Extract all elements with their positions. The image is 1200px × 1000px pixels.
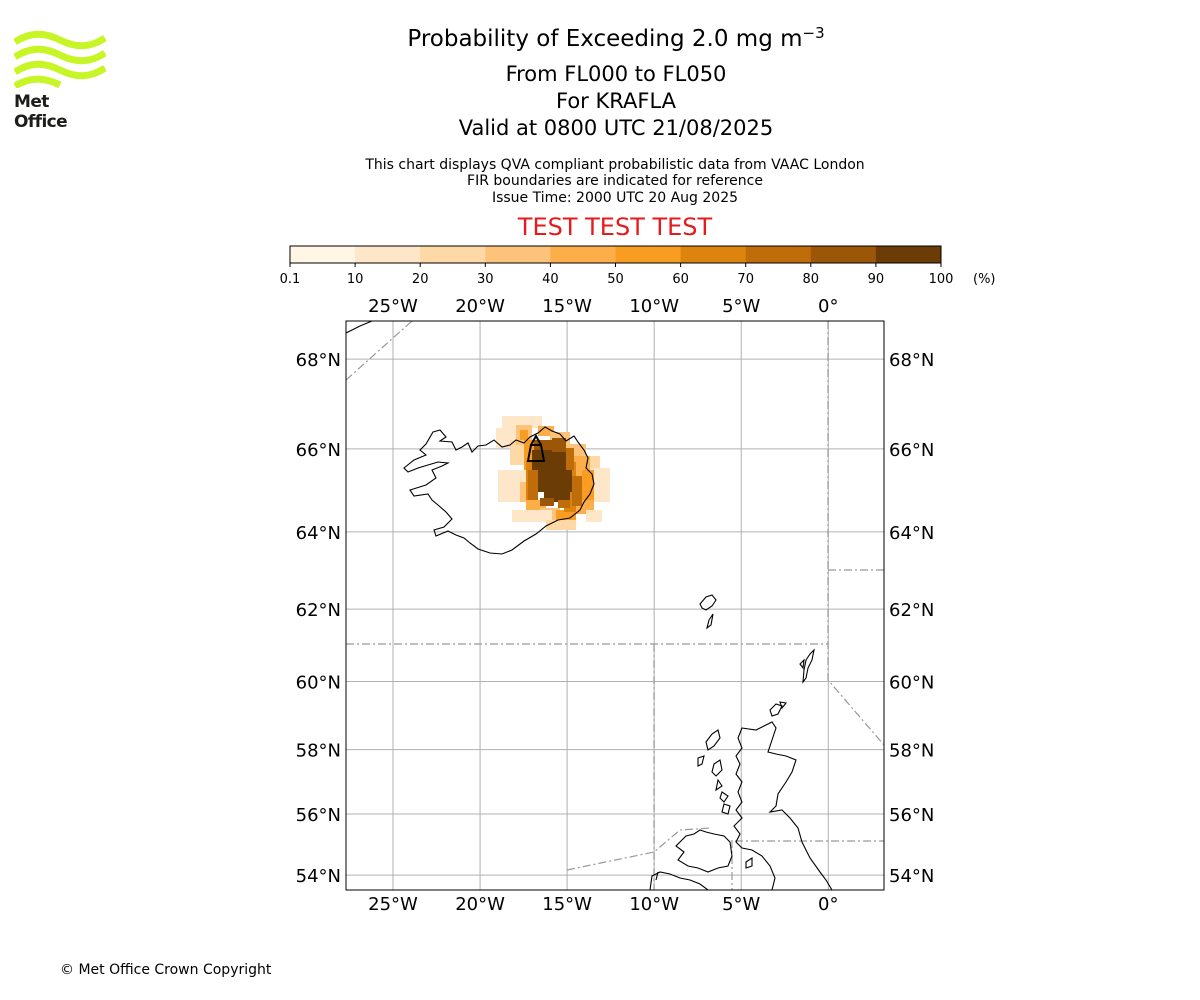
lat-label: 64°N — [889, 523, 934, 544]
colorbar-segment — [875, 246, 942, 263]
logo-waves-icon — [13, 30, 107, 90]
latitude-labels-left: 68°N 66°N 64°N 62°N 60°N 58°N 56°N 54°N — [296, 350, 341, 887]
colorbar-tick-label: 90 — [868, 272, 885, 287]
lat-label: 60°N — [296, 673, 341, 694]
lon-label: 25°W — [368, 894, 418, 915]
colorbar-segment — [550, 246, 616, 263]
colorbar-segment — [810, 246, 877, 263]
plume-cell — [540, 498, 554, 506]
lat-label: 68°N — [296, 350, 341, 371]
lat-label: 58°N — [889, 741, 934, 762]
lat-label: 54°N — [296, 866, 341, 887]
lat-label: 56°N — [889, 805, 934, 826]
lat-label: 60°N — [889, 673, 934, 694]
plume-cell — [552, 438, 566, 452]
met-office-logo: Met Office — [13, 30, 107, 132]
lon-label: 10°W — [629, 296, 679, 317]
colorbar-tick-label: 0.1 — [280, 272, 301, 287]
chart-title: Probability of Exceeding 2.0 mg m−3 — [0, 24, 1200, 52]
coastlines — [346, 321, 833, 890]
lat-label: 64°N — [296, 523, 341, 544]
lat-label: 66°N — [889, 440, 934, 461]
colorbar-tick-label: 60 — [672, 272, 689, 287]
volcano-name: For KRAFLA — [556, 89, 676, 113]
lon-label: 5°W — [722, 296, 760, 317]
plume-cell — [586, 510, 602, 522]
lat-label: 66°N — [296, 440, 341, 461]
flight-levels: From FL000 to FL050 — [505, 62, 727, 86]
lat-label: 62°N — [296, 600, 341, 621]
colorbar-segment — [420, 246, 486, 263]
lon-label: 20°W — [455, 894, 505, 915]
info-line-2: FIR boundaries are indicated for referen… — [467, 173, 763, 189]
plume-cell — [572, 476, 582, 506]
title-text: Probability of Exceeding 2.0 mg m — [407, 26, 803, 52]
colorbar-segment — [615, 246, 682, 263]
plume-cell — [538, 426, 554, 436]
plume-cell — [590, 468, 610, 502]
plume-cell — [512, 510, 552, 522]
lat-label: 56°N — [296, 805, 341, 826]
lon-label: 0° — [818, 296, 838, 317]
colorbar-tick-label: 10 — [347, 272, 364, 287]
colorbar-segment — [745, 246, 812, 263]
fir-boundaries — [346, 321, 884, 890]
lon-label: 15°W — [542, 894, 592, 915]
plume-cell — [534, 440, 566, 450]
colorbar-tick-label: 40 — [542, 272, 559, 287]
plume-cell — [538, 470, 572, 492]
colorbar-tick-label: 100 — [929, 272, 954, 287]
colorbar-tick-label: 30 — [477, 272, 494, 287]
plume-cell — [558, 500, 570, 508]
colorbar-unit: (%) — [973, 272, 996, 287]
title-exponent: −3 — [802, 24, 825, 42]
colorbar-segment — [355, 246, 421, 263]
lat-label: 58°N — [296, 741, 341, 762]
lon-label: 25°W — [368, 296, 418, 317]
plume-cell — [510, 440, 525, 465]
plume-cell — [544, 492, 570, 502]
lon-label: 5°W — [722, 894, 760, 915]
colorbar-tick-label: 80 — [803, 272, 820, 287]
lat-label: 54°N — [889, 866, 934, 887]
lon-label: 20°W — [455, 296, 505, 317]
issue-time: Issue Time: 2000 UTC 20 Aug 2025 — [491, 190, 739, 206]
colorbar: 0.1 10 20 30 40 50 60 70 80 90 100 — [280, 245, 954, 287]
colorbar-tick-label: 20 — [412, 272, 429, 287]
colorbar-segment — [290, 246, 356, 263]
ash-probability-plume — [496, 416, 610, 530]
plume-cell — [546, 520, 576, 530]
logo-text: Met Office — [14, 92, 68, 132]
info-line-1: This chart displays QVA compliant probab… — [365, 157, 865, 173]
valid-time: Valid at 0800 UTC 21/08/2025 — [458, 116, 774, 140]
plume-cell — [532, 450, 568, 470]
longitude-labels-top: 25°W 20°W 15°W 10°W 5°W 0° — [368, 296, 838, 317]
plume-cell — [528, 470, 538, 500]
colorbar-segment — [680, 246, 747, 263]
lat-label: 68°N — [889, 350, 934, 371]
plume-cell — [520, 430, 528, 440]
map-gridlines — [346, 321, 884, 890]
longitude-labels-bottom: 25°W 20°W 15°W 10°W 5°W 0° — [368, 894, 838, 915]
colorbar-segment — [485, 246, 551, 263]
copyright: © Met Office Crown Copyright — [60, 962, 272, 978]
colorbar-tick-label: 50 — [607, 272, 624, 287]
latitude-labels-right: 68°N 66°N 64°N 62°N 60°N 58°N 56°N 54°N — [889, 350, 934, 887]
map-frame — [345, 320, 885, 891]
lon-label: 15°W — [542, 296, 592, 317]
lon-label: 10°W — [629, 894, 679, 915]
plume-cell — [566, 448, 574, 470]
test-banner: TEST TEST TEST — [517, 213, 713, 241]
colorbar-tick-label: 70 — [737, 272, 754, 287]
plume-cell — [520, 482, 530, 502]
volcano-marker-icon — [526, 433, 546, 462]
lat-label: 62°N — [889, 600, 934, 621]
lon-label: 0° — [818, 894, 838, 915]
